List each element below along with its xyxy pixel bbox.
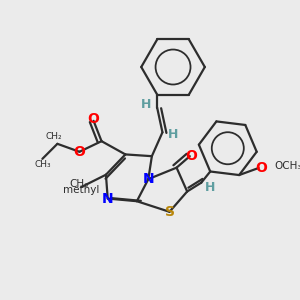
Text: H: H	[141, 98, 152, 112]
Text: O: O	[88, 112, 100, 126]
Text: CH₃: CH₃	[34, 160, 51, 169]
Text: N: N	[102, 192, 113, 206]
Text: O: O	[186, 149, 197, 163]
Text: OCH₃: OCH₃	[274, 161, 300, 171]
Text: H: H	[168, 128, 178, 142]
Text: methyl: methyl	[63, 185, 99, 195]
Text: CH₂: CH₂	[46, 132, 62, 141]
Text: O: O	[74, 145, 86, 159]
Text: CH₃: CH₃	[69, 179, 88, 189]
Text: S: S	[164, 205, 175, 219]
Text: N: N	[142, 172, 154, 186]
Text: H: H	[205, 181, 215, 194]
Text: O: O	[255, 161, 267, 175]
